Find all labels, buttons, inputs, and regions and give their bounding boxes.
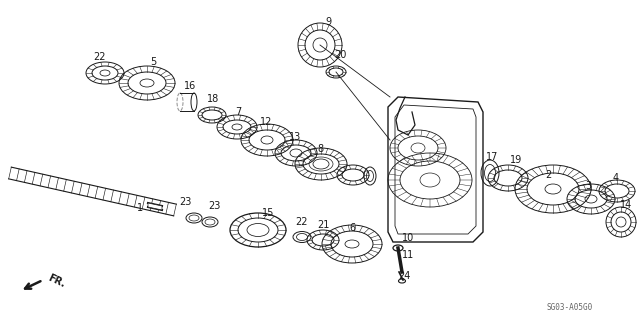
Text: SG03-A05G0: SG03-A05G0 <box>547 303 593 313</box>
Text: 23: 23 <box>208 201 220 211</box>
Text: 11: 11 <box>402 250 414 260</box>
Text: 16: 16 <box>184 81 196 91</box>
Text: 4: 4 <box>613 173 619 183</box>
Text: 6: 6 <box>349 223 355 233</box>
Text: 9: 9 <box>325 17 331 27</box>
Text: 14: 14 <box>620 200 632 210</box>
Text: 2: 2 <box>545 170 551 180</box>
Text: FR.: FR. <box>46 273 67 289</box>
Text: 22: 22 <box>296 217 308 227</box>
Text: 24: 24 <box>398 271 410 281</box>
Text: 22: 22 <box>93 52 106 62</box>
Text: 10: 10 <box>402 233 414 243</box>
Text: 12: 12 <box>260 117 272 127</box>
Text: 13: 13 <box>289 132 301 142</box>
Text: 1: 1 <box>137 203 143 213</box>
Text: 8: 8 <box>317 144 323 154</box>
Polygon shape <box>148 203 162 210</box>
Text: 18: 18 <box>207 94 219 104</box>
Text: 7: 7 <box>235 107 241 117</box>
Text: 5: 5 <box>150 57 156 67</box>
Text: 17: 17 <box>486 152 498 162</box>
Text: 21: 21 <box>317 220 329 230</box>
Text: 15: 15 <box>262 208 274 218</box>
Text: 19: 19 <box>510 155 522 165</box>
Text: 23: 23 <box>179 197 191 207</box>
Text: 20: 20 <box>334 50 346 60</box>
Text: 3: 3 <box>585 181 591 191</box>
